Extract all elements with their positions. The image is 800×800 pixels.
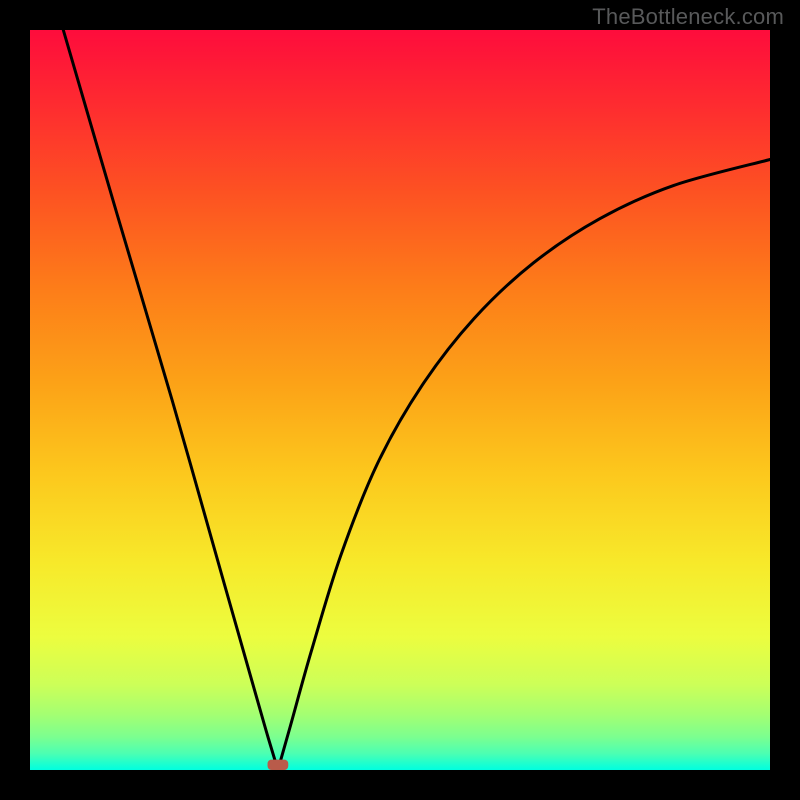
watermark-text: TheBottleneck.com [592,4,784,30]
bottleneck-chart [0,0,800,800]
chart-frame: TheBottleneck.com [0,0,800,800]
minimum-marker [268,760,289,770]
plot-background [30,30,770,770]
